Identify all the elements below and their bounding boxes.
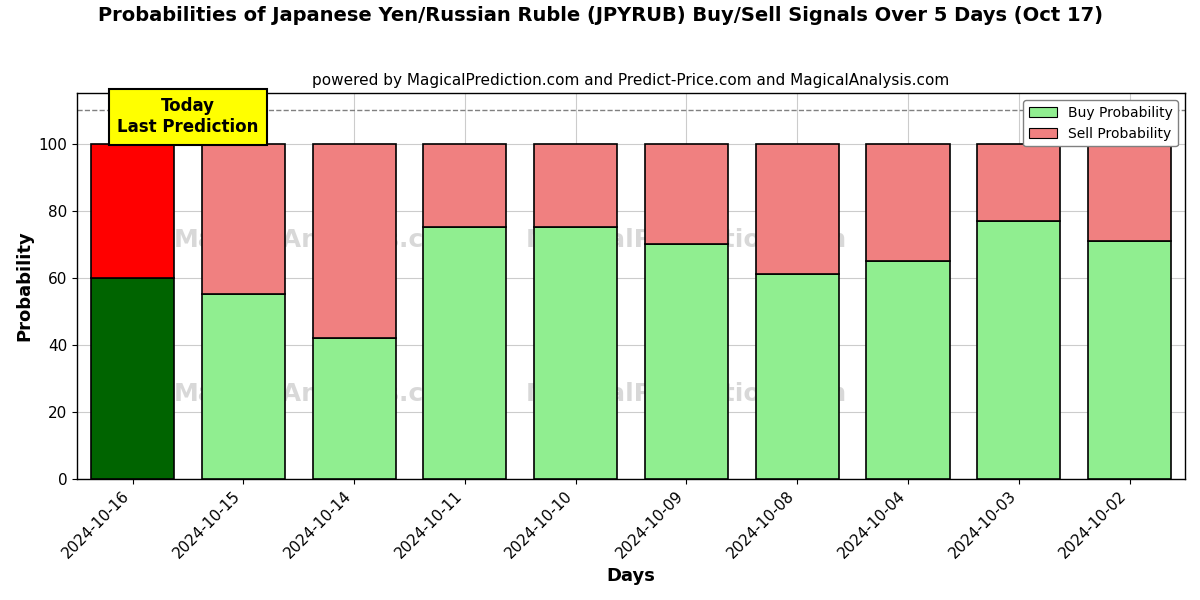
Bar	[644, 244, 728, 479]
Bar	[1088, 241, 1171, 479]
Bar	[424, 143, 506, 227]
Bar	[202, 295, 284, 479]
Bar	[977, 221, 1061, 479]
Text: MagicalPrediction.com: MagicalPrediction.com	[526, 228, 847, 252]
Bar	[644, 143, 728, 244]
Bar	[91, 278, 174, 479]
Bar	[424, 227, 506, 479]
Text: Today
Last Prediction: Today Last Prediction	[118, 97, 259, 136]
Text: MagicalPrediction.com: MagicalPrediction.com	[526, 382, 847, 406]
Bar	[866, 143, 949, 261]
Bar	[312, 338, 396, 479]
Bar	[977, 143, 1061, 221]
Text: MagicalAnalysis.com: MagicalAnalysis.com	[174, 382, 468, 406]
Bar	[312, 143, 396, 338]
Y-axis label: Probability: Probability	[14, 230, 32, 341]
Bar	[1088, 143, 1171, 241]
Bar	[91, 143, 174, 278]
Bar	[866, 261, 949, 479]
Title: powered by MagicalPrediction.com and Predict-Price.com and MagicalAnalysis.com: powered by MagicalPrediction.com and Pre…	[312, 73, 949, 88]
Bar	[756, 274, 839, 479]
Text: Probabilities of Japanese Yen/Russian Ruble (JPYRUB) Buy/Sell Signals Over 5 Day: Probabilities of Japanese Yen/Russian Ru…	[97, 6, 1103, 25]
Bar	[756, 143, 839, 274]
Bar	[534, 143, 617, 227]
Legend: Buy Probability, Sell Probability: Buy Probability, Sell Probability	[1024, 100, 1178, 146]
X-axis label: Days: Days	[607, 567, 655, 585]
Bar	[202, 143, 284, 295]
Text: MagicalAnalysis.com: MagicalAnalysis.com	[174, 228, 468, 252]
Bar	[534, 227, 617, 479]
